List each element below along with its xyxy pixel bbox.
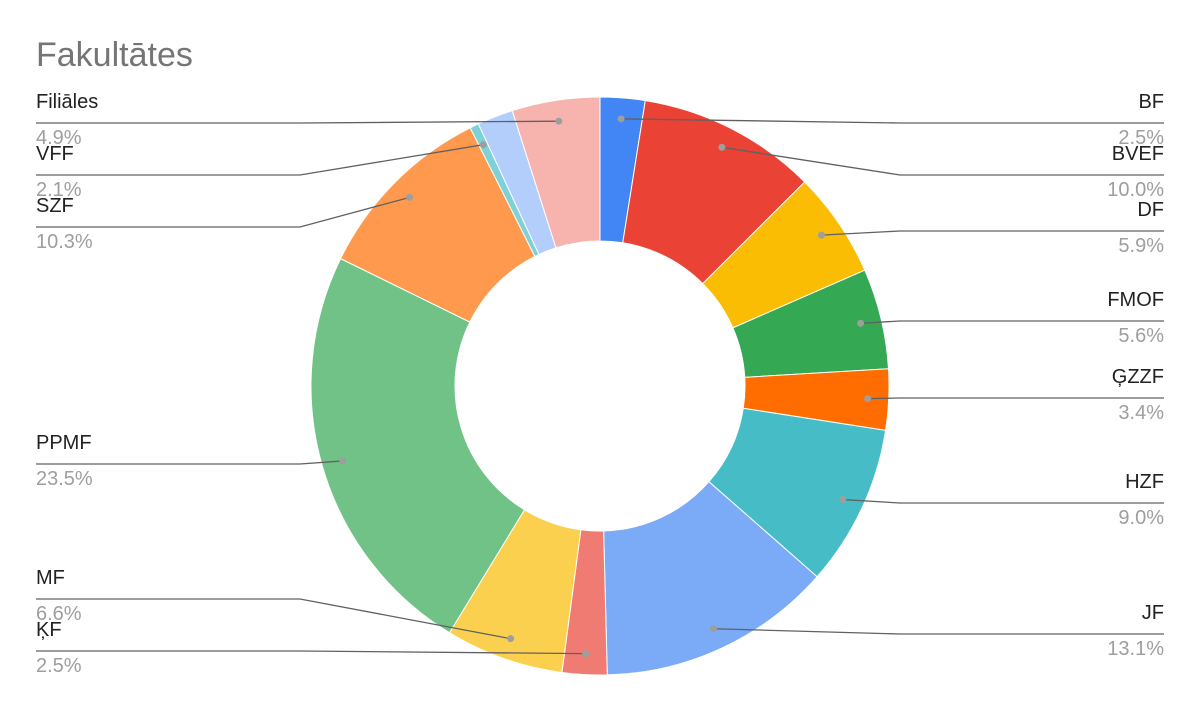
leader-line-bvef <box>721 146 1164 176</box>
leader-line-filiales <box>36 120 559 124</box>
slice-label-hzf: HZF <box>1125 471 1164 493</box>
slice-percent-szf: 10.3% <box>36 231 93 253</box>
slice-percent-gzzf: 3.4% <box>1118 402 1164 424</box>
slice-jf[interactable] <box>603 480 818 676</box>
slice-percent-bf: 2.5% <box>1118 127 1164 149</box>
leader-line-ppmf <box>36 460 343 465</box>
leader-dot-ppmf <box>339 457 347 465</box>
leader-line-mf <box>36 598 511 640</box>
slice-percent-kf: 2.5% <box>36 655 82 677</box>
leader-line-gzzf <box>867 397 1164 400</box>
leader-dot-filiales <box>555 117 563 125</box>
leader-dot-szf <box>406 193 414 201</box>
slice-label-bvef: BVEF <box>1112 143 1164 165</box>
slice-filiales[interactable] <box>511 96 601 249</box>
leader-dot-fmof <box>857 319 865 327</box>
slice-percent-bvef: 10.0% <box>1107 179 1164 201</box>
slice-percent-filiales: 4.9% <box>36 127 82 149</box>
slice-label-gzzf: ĢZZF <box>1112 366 1164 388</box>
leader-dot-bf <box>617 115 625 123</box>
slice-percent-vff: 2.1% <box>36 179 82 201</box>
donut-slices <box>310 96 890 676</box>
slice-percent-ppmf: 23.5% <box>36 468 93 490</box>
leader-dot-gzzf <box>864 395 872 403</box>
slice-label-fmof: FMOF <box>1107 289 1164 311</box>
slice-percent-hzf: 9.0% <box>1118 507 1164 529</box>
slice-label-vff: VFF <box>36 143 74 165</box>
leader-line-bf <box>621 118 1164 124</box>
leader-line-kf <box>36 650 586 655</box>
slice-percent-fmof: 5.6% <box>1118 325 1164 347</box>
slice-label-mf: MF <box>36 567 65 589</box>
slice-labels: BF2.5%BVEF10.0%DF5.9%FMOF5.6%ĢZZF3.4%HZF… <box>36 91 1164 677</box>
leader-lines <box>36 115 1164 658</box>
slice-label-jf: JF <box>1142 602 1164 624</box>
leader-dot-bvef <box>718 143 726 151</box>
leader-line-jf <box>713 628 1164 635</box>
slice-label-filiales: Filiāles <box>36 91 98 113</box>
slice-label-bf: BF <box>1138 91 1164 113</box>
leader-dot-df <box>817 231 825 239</box>
leader-line-fmof <box>860 320 1164 324</box>
slice-label-ppmf: PPMF <box>36 432 92 454</box>
leader-dot-kf <box>582 650 590 658</box>
leader-dot-jf <box>710 625 718 633</box>
chart-title: Fakultātes <box>36 36 193 74</box>
slice-label-kf: ĶF <box>36 619 62 641</box>
slice-label-df: DF <box>1137 199 1164 221</box>
slice-percent-df: 5.9% <box>1118 235 1164 257</box>
leader-line-vff <box>36 144 484 176</box>
leader-dot-hzf <box>839 496 847 504</box>
leader-line-szf <box>36 196 410 228</box>
slice-percent-jf: 13.1% <box>1107 638 1164 660</box>
leader-line-hzf <box>842 498 1164 504</box>
slice-percent-mf: 6.6% <box>36 603 82 625</box>
leader-line-df <box>821 230 1164 236</box>
slice-ppmf[interactable] <box>310 257 526 634</box>
slice-label-szf: SZF <box>36 195 74 217</box>
leader-dot-vff <box>479 141 487 149</box>
leader-dot-mf <box>507 635 515 643</box>
